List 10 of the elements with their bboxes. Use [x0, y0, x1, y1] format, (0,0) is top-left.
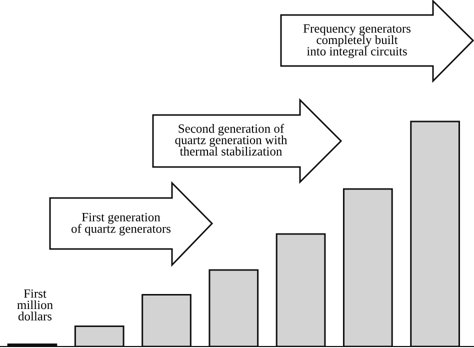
- bar: [410, 120, 460, 346]
- bar: [74, 325, 124, 346]
- bar: [208, 269, 259, 346]
- bar: [276, 233, 326, 346]
- annotation: First million dollars: [17, 289, 53, 320]
- annotation: Second generation of quartz generation with thermal stabilization: [175, 124, 288, 156]
- bar: [342, 188, 393, 346]
- text: Frequency generators completely built into integral circuits: [303, 24, 411, 58]
- bar: [142, 294, 192, 346]
- annotation: First generation of quartz generators: [72, 212, 171, 236]
